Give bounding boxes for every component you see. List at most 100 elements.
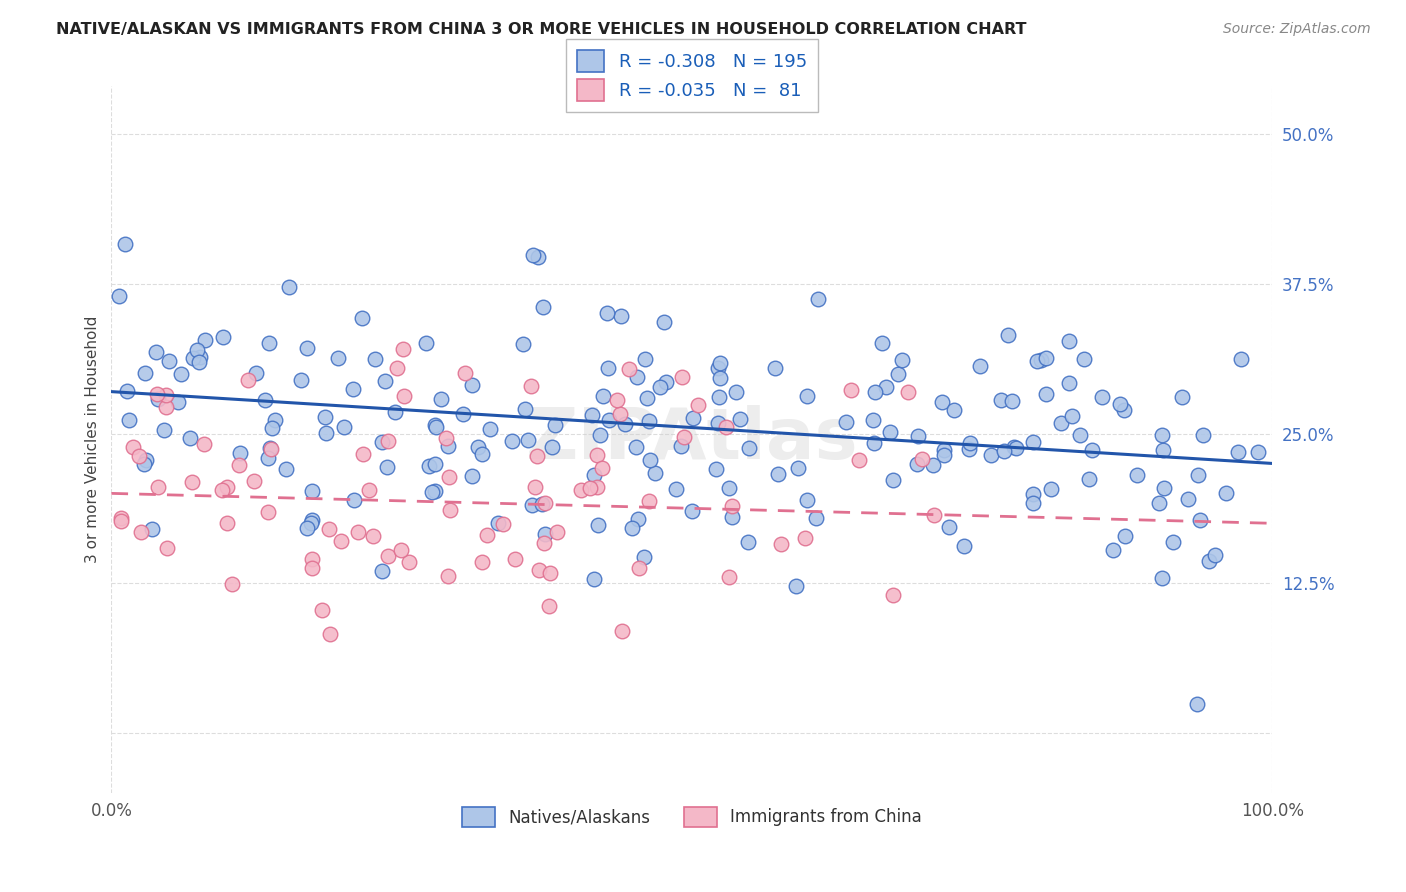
Point: [592, 388, 614, 402]
Point: [581, 409, 603, 423]
Point: [644, 466, 666, 480]
Point: [467, 440, 489, 454]
Point: [520, 379, 543, 393]
Point: [377, 549, 399, 563]
Point: [389, 542, 412, 557]
Point: [875, 380, 897, 394]
Point: [533, 536, 555, 550]
Point: [1022, 496, 1045, 510]
Point: [301, 552, 323, 566]
Point: [513, 401, 536, 416]
Point: [392, 389, 415, 403]
Point: [122, 440, 145, 454]
Point: [897, 384, 920, 399]
Point: [636, 391, 658, 405]
Point: [253, 393, 276, 408]
Point: [1147, 496, 1170, 510]
Point: [953, 539, 976, 553]
Point: [259, 336, 281, 351]
Point: [1059, 376, 1081, 390]
Point: [461, 378, 484, 392]
Point: [617, 362, 640, 376]
Point: [297, 341, 319, 355]
Point: [135, 452, 157, 467]
Point: [1081, 442, 1104, 457]
Point: [1101, 543, 1123, 558]
Point: [377, 434, 399, 448]
Point: [534, 496, 557, 510]
Point: [425, 420, 447, 434]
Point: [236, 373, 259, 387]
Point: [228, 458, 250, 472]
Point: [387, 360, 409, 375]
Point: [115, 384, 138, 399]
Point: [627, 511, 650, 525]
Point: [301, 561, 323, 575]
Point: [648, 380, 671, 394]
Point: [848, 453, 870, 467]
Point: [503, 552, 526, 566]
Point: [633, 549, 655, 564]
Point: [1152, 570, 1174, 584]
Point: [1001, 394, 1024, 409]
Point: [621, 521, 644, 535]
Point: [318, 522, 340, 536]
Point: [652, 315, 675, 329]
Text: Source: ZipAtlas.com: Source: ZipAtlas.com: [1223, 22, 1371, 37]
Point: [1050, 417, 1073, 431]
Point: [193, 437, 215, 451]
Point: [1215, 486, 1237, 500]
Point: [259, 441, 281, 455]
Point: [486, 516, 509, 530]
Point: [290, 373, 312, 387]
Point: [437, 439, 460, 453]
Point: [526, 251, 548, 265]
Point: [257, 450, 280, 465]
Point: [156, 541, 179, 555]
Point: [591, 461, 613, 475]
Point: [626, 370, 648, 384]
Point: [301, 483, 323, 498]
Point: [352, 310, 374, 325]
Point: [887, 368, 910, 382]
Point: [398, 555, 420, 569]
Point: [990, 392, 1012, 407]
Point: [1198, 554, 1220, 568]
Point: [807, 292, 830, 306]
Point: [943, 402, 966, 417]
Point: [718, 570, 741, 584]
Point: [229, 446, 252, 460]
Point: [610, 309, 633, 323]
Point: [134, 366, 156, 380]
Point: [242, 475, 264, 489]
Point: [1187, 467, 1209, 482]
Point: [870, 335, 893, 350]
Point: [155, 400, 177, 414]
Point: [1230, 352, 1253, 367]
Point: [704, 462, 727, 476]
Point: [665, 482, 688, 496]
Point: [364, 352, 387, 367]
Point: [377, 459, 399, 474]
Point: [471, 555, 494, 569]
Point: [453, 366, 475, 380]
Point: [295, 521, 318, 535]
Point: [673, 430, 696, 444]
Point: [145, 344, 167, 359]
Point: [537, 599, 560, 613]
Point: [155, 388, 177, 402]
Point: [530, 497, 553, 511]
Point: [957, 442, 980, 457]
Text: ZIPAtlas: ZIPAtlas: [526, 405, 858, 474]
Point: [718, 482, 741, 496]
Point: [911, 451, 934, 466]
Point: [423, 417, 446, 432]
Point: [997, 328, 1019, 343]
Point: [437, 470, 460, 484]
Point: [1204, 548, 1226, 562]
Point: [707, 390, 730, 404]
Point: [835, 415, 858, 429]
Point: [188, 355, 211, 369]
Point: [110, 511, 132, 525]
Point: [638, 493, 661, 508]
